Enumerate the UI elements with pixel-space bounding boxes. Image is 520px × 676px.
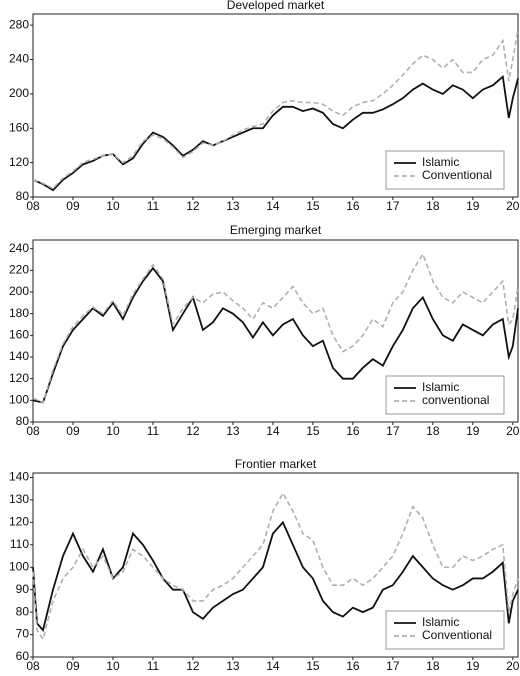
y-tick-label: 70 <box>16 627 30 641</box>
x-tick-label: 18 <box>426 659 440 673</box>
x-tick-label: 16 <box>346 424 360 438</box>
x-tick-label: 20 <box>506 424 520 438</box>
plot-frame <box>32 472 519 658</box>
series-line <box>32 520 519 632</box>
x-tick-label: 12 <box>186 199 200 213</box>
x-tick-label: 09 <box>66 199 80 213</box>
x-tick-label: 17 <box>386 659 400 673</box>
x-tick-label: 19 <box>466 199 480 213</box>
legend-label: Islamic <box>422 380 459 394</box>
panel: Emerging market 80 100 120 140 160 180 200 220 24… <box>9 223 520 438</box>
plot-frame <box>32 239 519 423</box>
y-tick-label: 80 <box>16 189 30 203</box>
plot-frame <box>32 13 519 198</box>
series-line <box>32 29 519 190</box>
y-tick-label: 140 <box>9 349 29 363</box>
x-tick-label: 12 <box>186 424 200 438</box>
x-tick-label: 08 <box>26 199 40 213</box>
x-tick-label: 20 <box>506 659 520 673</box>
series-line <box>32 266 519 404</box>
x-tick-label: 11 <box>147 424 160 438</box>
legend-label: conventional <box>422 393 489 407</box>
y-tick-label: 120 <box>9 515 29 529</box>
y-tick-label: 140 <box>9 470 29 484</box>
x-tick-label: 18 <box>426 424 440 438</box>
y-tick-label: 100 <box>9 559 29 573</box>
x-tick-label: 15 <box>306 659 320 673</box>
x-tick-label: 13 <box>226 659 240 673</box>
x-tick-label: 11 <box>147 199 160 213</box>
y-tick-label: 120 <box>9 155 29 169</box>
x-tick-label: 19 <box>466 659 480 673</box>
x-tick-label: 16 <box>346 659 360 673</box>
y-tick-label: 240 <box>9 241 29 255</box>
panel: Frontier market 60 70 80 90 100 110 120 130 140 08… <box>9 457 520 673</box>
x-tick-label: 17 <box>386 199 400 213</box>
y-tick-label: 60 <box>16 649 30 663</box>
x-tick-label: 10 <box>106 424 120 438</box>
legend-label: Conventional <box>422 168 492 182</box>
y-tick-label: 80 <box>16 414 30 428</box>
x-tick-label: 17 <box>386 424 400 438</box>
chart-title: Frontier market <box>235 457 317 471</box>
x-tick-label: 16 <box>346 199 360 213</box>
x-tick-label: 10 <box>106 199 120 213</box>
x-tick-label: 20 <box>506 199 520 213</box>
y-tick-label: 120 <box>9 371 29 385</box>
x-tick-label: 09 <box>66 659 80 673</box>
panel: Developed market 80 120 160 200 240 280 08 09 10 1… <box>9 0 520 213</box>
y-tick-label: 200 <box>9 284 29 298</box>
x-tick-label: 15 <box>306 424 320 438</box>
y-tick-label: 160 <box>9 328 29 342</box>
x-tick-label: 08 <box>26 424 40 438</box>
x-tick-label: 14 <box>266 199 280 213</box>
y-tick-label: 220 <box>9 263 29 277</box>
series-line <box>32 252 519 404</box>
x-tick-label: 15 <box>306 199 320 213</box>
y-tick-label: 180 <box>9 306 29 320</box>
x-tick-label: 12 <box>186 659 200 673</box>
y-tick-label: 130 <box>9 492 29 506</box>
x-tick-label: 14 <box>266 659 280 673</box>
x-tick-label: 10 <box>106 659 120 673</box>
y-tick-label: 110 <box>10 537 29 551</box>
legend-box <box>385 150 505 190</box>
x-tick-label: 13 <box>226 199 240 213</box>
x-tick-label: 13 <box>226 424 240 438</box>
x-tick-label: 08 <box>26 659 40 673</box>
legend-box <box>385 375 505 415</box>
legend-box <box>385 610 505 650</box>
x-tick-label: 19 <box>466 424 480 438</box>
x-tick-label: 14 <box>266 424 280 438</box>
x-tick-label: 09 <box>66 424 80 438</box>
legend-label: Conventional <box>422 628 492 642</box>
chart-title: Developed market <box>227 0 325 12</box>
y-tick-label: 80 <box>16 604 30 618</box>
series-line <box>32 491 519 641</box>
legend-label: Islamic <box>422 155 459 169</box>
y-tick-label: 160 <box>9 120 29 134</box>
y-tick-label: 200 <box>9 86 29 100</box>
y-tick-label: 240 <box>9 52 29 66</box>
x-tick-label: 18 <box>426 199 440 213</box>
y-tick-label: 90 <box>16 582 30 596</box>
x-tick-label: 11 <box>147 659 160 673</box>
y-tick-label: 280 <box>9 17 29 31</box>
chart-title: Emerging market <box>230 223 322 237</box>
legend-label: Islamic <box>422 615 459 629</box>
y-tick-label: 100 <box>9 393 29 407</box>
